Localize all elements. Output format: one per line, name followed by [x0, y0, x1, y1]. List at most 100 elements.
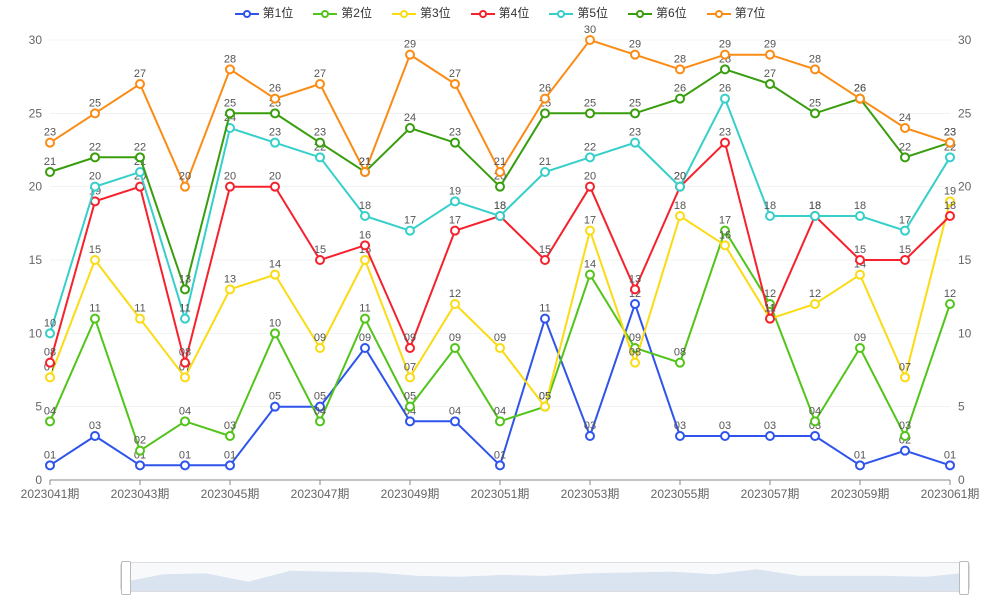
- data-point[interactable]: [586, 432, 594, 440]
- zoom-handle-right[interactable]: [959, 561, 969, 595]
- data-point[interactable]: [406, 51, 414, 59]
- data-point[interactable]: [406, 403, 414, 411]
- data-point[interactable]: [361, 168, 369, 176]
- data-point[interactable]: [946, 153, 954, 161]
- data-point[interactable]: [541, 403, 549, 411]
- data-point[interactable]: [181, 285, 189, 293]
- data-point[interactable]: [766, 51, 774, 59]
- data-point[interactable]: [901, 227, 909, 235]
- data-point[interactable]: [946, 139, 954, 147]
- data-point[interactable]: [136, 80, 144, 88]
- data-point[interactable]: [316, 256, 324, 264]
- data-point[interactable]: [901, 256, 909, 264]
- data-point[interactable]: [406, 124, 414, 132]
- data-point[interactable]: [496, 417, 504, 425]
- data-point[interactable]: [271, 109, 279, 117]
- data-point[interactable]: [361, 344, 369, 352]
- data-point[interactable]: [226, 65, 234, 73]
- data-point[interactable]: [136, 315, 144, 323]
- data-point[interactable]: [586, 227, 594, 235]
- data-point[interactable]: [811, 212, 819, 220]
- data-point[interactable]: [676, 359, 684, 367]
- data-point[interactable]: [406, 373, 414, 381]
- data-point[interactable]: [541, 168, 549, 176]
- data-point[interactable]: [721, 139, 729, 147]
- data-point[interactable]: [721, 241, 729, 249]
- data-point[interactable]: [631, 285, 639, 293]
- data-point[interactable]: [361, 315, 369, 323]
- data-point[interactable]: [181, 417, 189, 425]
- data-point[interactable]: [586, 271, 594, 279]
- data-point[interactable]: [451, 197, 459, 205]
- data-point[interactable]: [181, 461, 189, 469]
- data-point[interactable]: [811, 432, 819, 440]
- data-point[interactable]: [226, 461, 234, 469]
- data-point[interactable]: [586, 183, 594, 191]
- data-point[interactable]: [91, 153, 99, 161]
- data-point[interactable]: [901, 124, 909, 132]
- data-point[interactable]: [361, 212, 369, 220]
- data-point[interactable]: [361, 256, 369, 264]
- data-point[interactable]: [901, 373, 909, 381]
- data-point[interactable]: [406, 344, 414, 352]
- data-point[interactable]: [541, 256, 549, 264]
- data-point[interactable]: [91, 109, 99, 117]
- data-point[interactable]: [856, 344, 864, 352]
- data-point[interactable]: [451, 300, 459, 308]
- data-point[interactable]: [226, 432, 234, 440]
- data-point[interactable]: [46, 373, 54, 381]
- data-point[interactable]: [901, 447, 909, 455]
- data-point[interactable]: [631, 51, 639, 59]
- data-point[interactable]: [451, 417, 459, 425]
- data-point[interactable]: [811, 109, 819, 117]
- data-point[interactable]: [271, 329, 279, 337]
- data-point[interactable]: [496, 461, 504, 469]
- data-point[interactable]: [451, 227, 459, 235]
- data-point[interactable]: [856, 256, 864, 264]
- data-point[interactable]: [91, 256, 99, 264]
- data-point[interactable]: [811, 417, 819, 425]
- data-point[interactable]: [811, 300, 819, 308]
- data-point[interactable]: [91, 315, 99, 323]
- data-point[interactable]: [766, 80, 774, 88]
- data-point[interactable]: [901, 153, 909, 161]
- data-point[interactable]: [271, 271, 279, 279]
- data-point[interactable]: [451, 80, 459, 88]
- data-point[interactable]: [136, 168, 144, 176]
- data-point[interactable]: [46, 461, 54, 469]
- data-point[interactable]: [856, 271, 864, 279]
- data-point[interactable]: [766, 212, 774, 220]
- data-point[interactable]: [271, 183, 279, 191]
- data-point[interactable]: [496, 183, 504, 191]
- data-point[interactable]: [316, 417, 324, 425]
- data-point[interactable]: [946, 461, 954, 469]
- data-point[interactable]: [46, 168, 54, 176]
- data-point[interactable]: [631, 139, 639, 147]
- data-point[interactable]: [586, 153, 594, 161]
- data-point[interactable]: [856, 212, 864, 220]
- data-point[interactable]: [811, 65, 819, 73]
- data-point[interactable]: [631, 300, 639, 308]
- data-point[interactable]: [406, 227, 414, 235]
- data-point[interactable]: [946, 212, 954, 220]
- data-point[interactable]: [46, 139, 54, 147]
- data-point[interactable]: [541, 109, 549, 117]
- data-point[interactable]: [676, 212, 684, 220]
- data-point[interactable]: [676, 432, 684, 440]
- data-point[interactable]: [181, 315, 189, 323]
- data-point[interactable]: [766, 432, 774, 440]
- zoom-handle-left[interactable]: [121, 561, 131, 595]
- data-point[interactable]: [496, 344, 504, 352]
- data-point[interactable]: [46, 417, 54, 425]
- data-point[interactable]: [316, 80, 324, 88]
- data-point[interactable]: [946, 300, 954, 308]
- data-point[interactable]: [676, 95, 684, 103]
- data-point[interactable]: [136, 447, 144, 455]
- data-point[interactable]: [226, 285, 234, 293]
- data-point[interactable]: [496, 212, 504, 220]
- data-point[interactable]: [541, 95, 549, 103]
- data-point[interactable]: [631, 359, 639, 367]
- data-point[interactable]: [496, 168, 504, 176]
- data-point[interactable]: [721, 432, 729, 440]
- data-point[interactable]: [46, 329, 54, 337]
